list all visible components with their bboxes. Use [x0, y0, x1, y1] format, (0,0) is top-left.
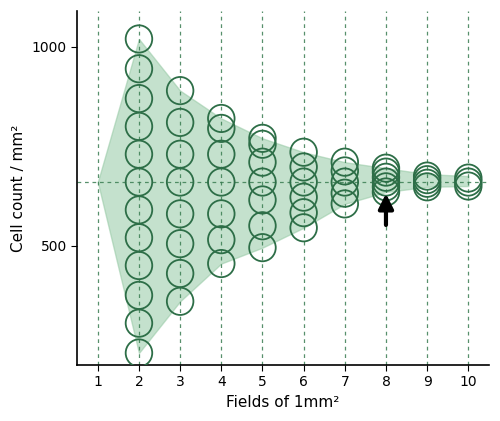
Y-axis label: Cell count / mm²: Cell count / mm² — [11, 124, 26, 252]
X-axis label: Fields of 1mm²: Fields of 1mm² — [226, 395, 340, 410]
